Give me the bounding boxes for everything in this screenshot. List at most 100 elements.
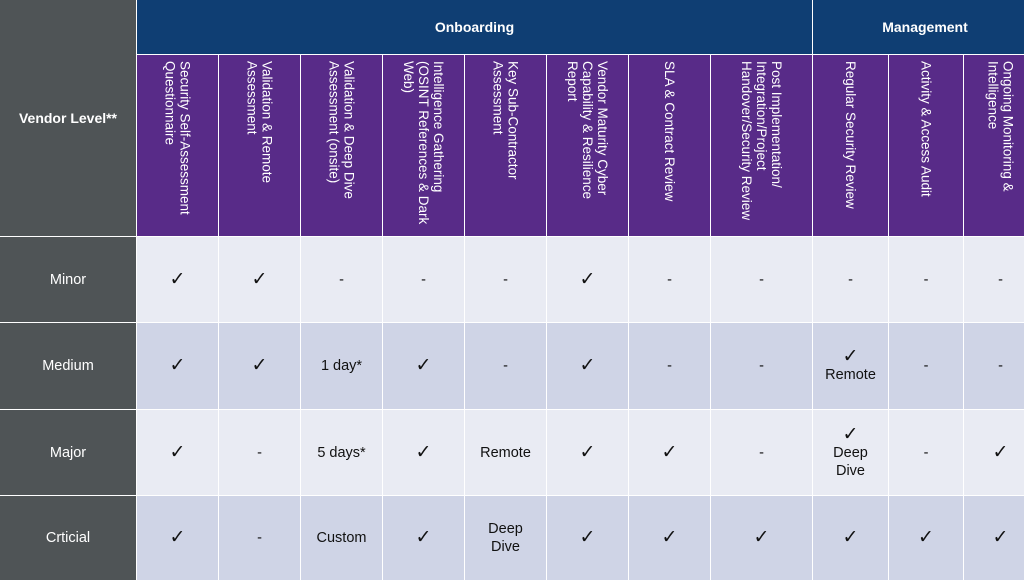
vendor-level-header: Vendor Level**	[0, 0, 136, 236]
cell-text: -	[998, 271, 1003, 288]
table-cell: 1 day*	[301, 323, 382, 409]
table-cell: ✓	[547, 496, 628, 580]
check-icon: ✓	[661, 441, 678, 463]
cell-text: -	[848, 271, 853, 288]
column-header-label: Security Self-Assessment Questionnaire	[162, 61, 193, 215]
check-icon: ✓	[169, 268, 186, 290]
column-header: Activity & Access Audit	[889, 55, 963, 236]
group-header-management: Management	[813, 0, 1024, 54]
table-cell: ✓	[629, 410, 710, 495]
cell-text: Dive	[490, 539, 520, 555]
table-cell: -	[964, 237, 1024, 322]
cell-text: Remote	[825, 367, 876, 383]
table-cell: ✓	[137, 496, 218, 580]
column-header: Regular Security Review	[813, 55, 888, 236]
cell-text: -	[923, 444, 929, 461]
table-cell: ✓	[383, 496, 464, 580]
cell-text: -	[923, 271, 929, 288]
table-cell: -	[301, 237, 382, 322]
cell-text: Remote	[480, 444, 531, 461]
table-cell: -	[711, 323, 812, 409]
cell-text: -	[257, 444, 262, 461]
table-cell: -	[465, 237, 546, 322]
cell-text: Deep	[833, 444, 868, 461]
cell-text: 5 days*	[317, 444, 366, 461]
table-cell: -	[964, 323, 1024, 409]
table-cell: -	[383, 237, 464, 322]
table-cell: -	[889, 237, 963, 322]
check-icon: ✓	[579, 355, 596, 376]
cell-text: -	[257, 530, 262, 546]
table-cell: -	[813, 237, 888, 322]
table-cell: ✓	[219, 237, 300, 322]
table-cell: ✓	[383, 410, 464, 495]
column-header: Ongoing Monitoring & Intelligence	[964, 55, 1024, 236]
cell-text: -	[667, 358, 672, 374]
check-icon: ✓	[415, 527, 432, 548]
table-cell: ✓	[547, 410, 628, 495]
check-icon: ✓	[842, 346, 859, 367]
table-cell: -	[889, 410, 963, 495]
table-cell: -	[629, 323, 710, 409]
column-header: Validation & Deep Dive Assessment (onsit…	[301, 55, 382, 236]
cell-text: 1 day*	[320, 358, 363, 374]
column-header-label: Ongoing Monitoring & Intelligence	[985, 61, 1016, 192]
check-icon: ✓	[753, 527, 770, 548]
cell-text: -	[339, 271, 344, 288]
table-cell: ✓	[964, 496, 1024, 580]
table-cell: ✓	[137, 323, 218, 409]
cell-text: -	[667, 271, 672, 288]
table-cell: Remote	[465, 410, 546, 495]
table-cell: ✓ Remote	[813, 323, 888, 409]
table-cell: ✓ Deep Dive	[813, 410, 888, 495]
check-icon: ✓	[842, 527, 859, 548]
column-header: Key Sub-Contractor Assessment	[465, 55, 546, 236]
column-header-label: Activity & Access Audit	[918, 61, 934, 197]
column-header-label: Post Implementation/ Integration/Project…	[739, 61, 784, 221]
column-header-label: Key Sub-Contractor Assessment	[490, 61, 521, 180]
cell-text: -	[923, 358, 929, 374]
table-cell: ✓	[547, 323, 628, 409]
check-icon: ✓	[918, 527, 934, 548]
column-header-label: Vendor Maturity Cyber Capability & Resil…	[565, 61, 610, 200]
row-header-crticial: Crticial	[0, 496, 136, 580]
check-icon: ✓	[415, 441, 432, 463]
column-header: Intelligence Gathering (OSINT References…	[383, 55, 464, 236]
column-header-label: Intelligence Gathering (OSINT References…	[401, 61, 446, 225]
check-icon: ✓	[661, 527, 678, 548]
check-icon: ✓	[251, 268, 268, 290]
row-header-minor: Minor	[0, 237, 136, 322]
check-icon: ✓	[579, 527, 596, 548]
column-header: Validation & Remote Assessment	[219, 55, 300, 236]
cell-text: -	[421, 271, 426, 288]
table-cell: -	[219, 496, 300, 580]
check-icon: ✓	[169, 527, 186, 548]
check-icon: ✓	[169, 441, 186, 463]
check-icon: ✓	[992, 527, 1009, 548]
column-header: Post Implementation/ Integration/Project…	[711, 55, 812, 236]
cell-text: Dive	[835, 462, 865, 479]
table-cell: ✓	[711, 496, 812, 580]
column-header-label: Validation & Remote Assessment	[244, 61, 275, 184]
group-header-onboarding: Onboarding	[137, 0, 812, 54]
cell-text: Custom	[316, 530, 367, 546]
column-header: Security Self-Assessment Questionnaire	[137, 55, 218, 236]
cell-text: -	[503, 358, 508, 374]
table-cell: ✓	[383, 323, 464, 409]
column-header-label: Regular Security Review	[843, 61, 858, 209]
cell-text: -	[759, 271, 764, 288]
check-icon: ✓	[579, 268, 596, 290]
table-cell: Custom	[301, 496, 382, 580]
table-cell: Deep Dive	[465, 496, 546, 580]
column-header: Vendor Maturity Cyber Capability & Resil…	[547, 55, 628, 236]
table-cell: ✓	[547, 237, 628, 322]
table-cell: ✓	[629, 496, 710, 580]
cell-text: -	[759, 358, 764, 374]
cell-text: Deep	[488, 521, 523, 537]
cell-text: -	[503, 271, 508, 288]
table-cell: ✓	[964, 410, 1024, 495]
column-header-label: Validation & Deep Dive Assessment (onsit…	[326, 61, 357, 199]
table-cell: ✓	[813, 496, 888, 580]
check-icon: ✓	[992, 441, 1009, 463]
